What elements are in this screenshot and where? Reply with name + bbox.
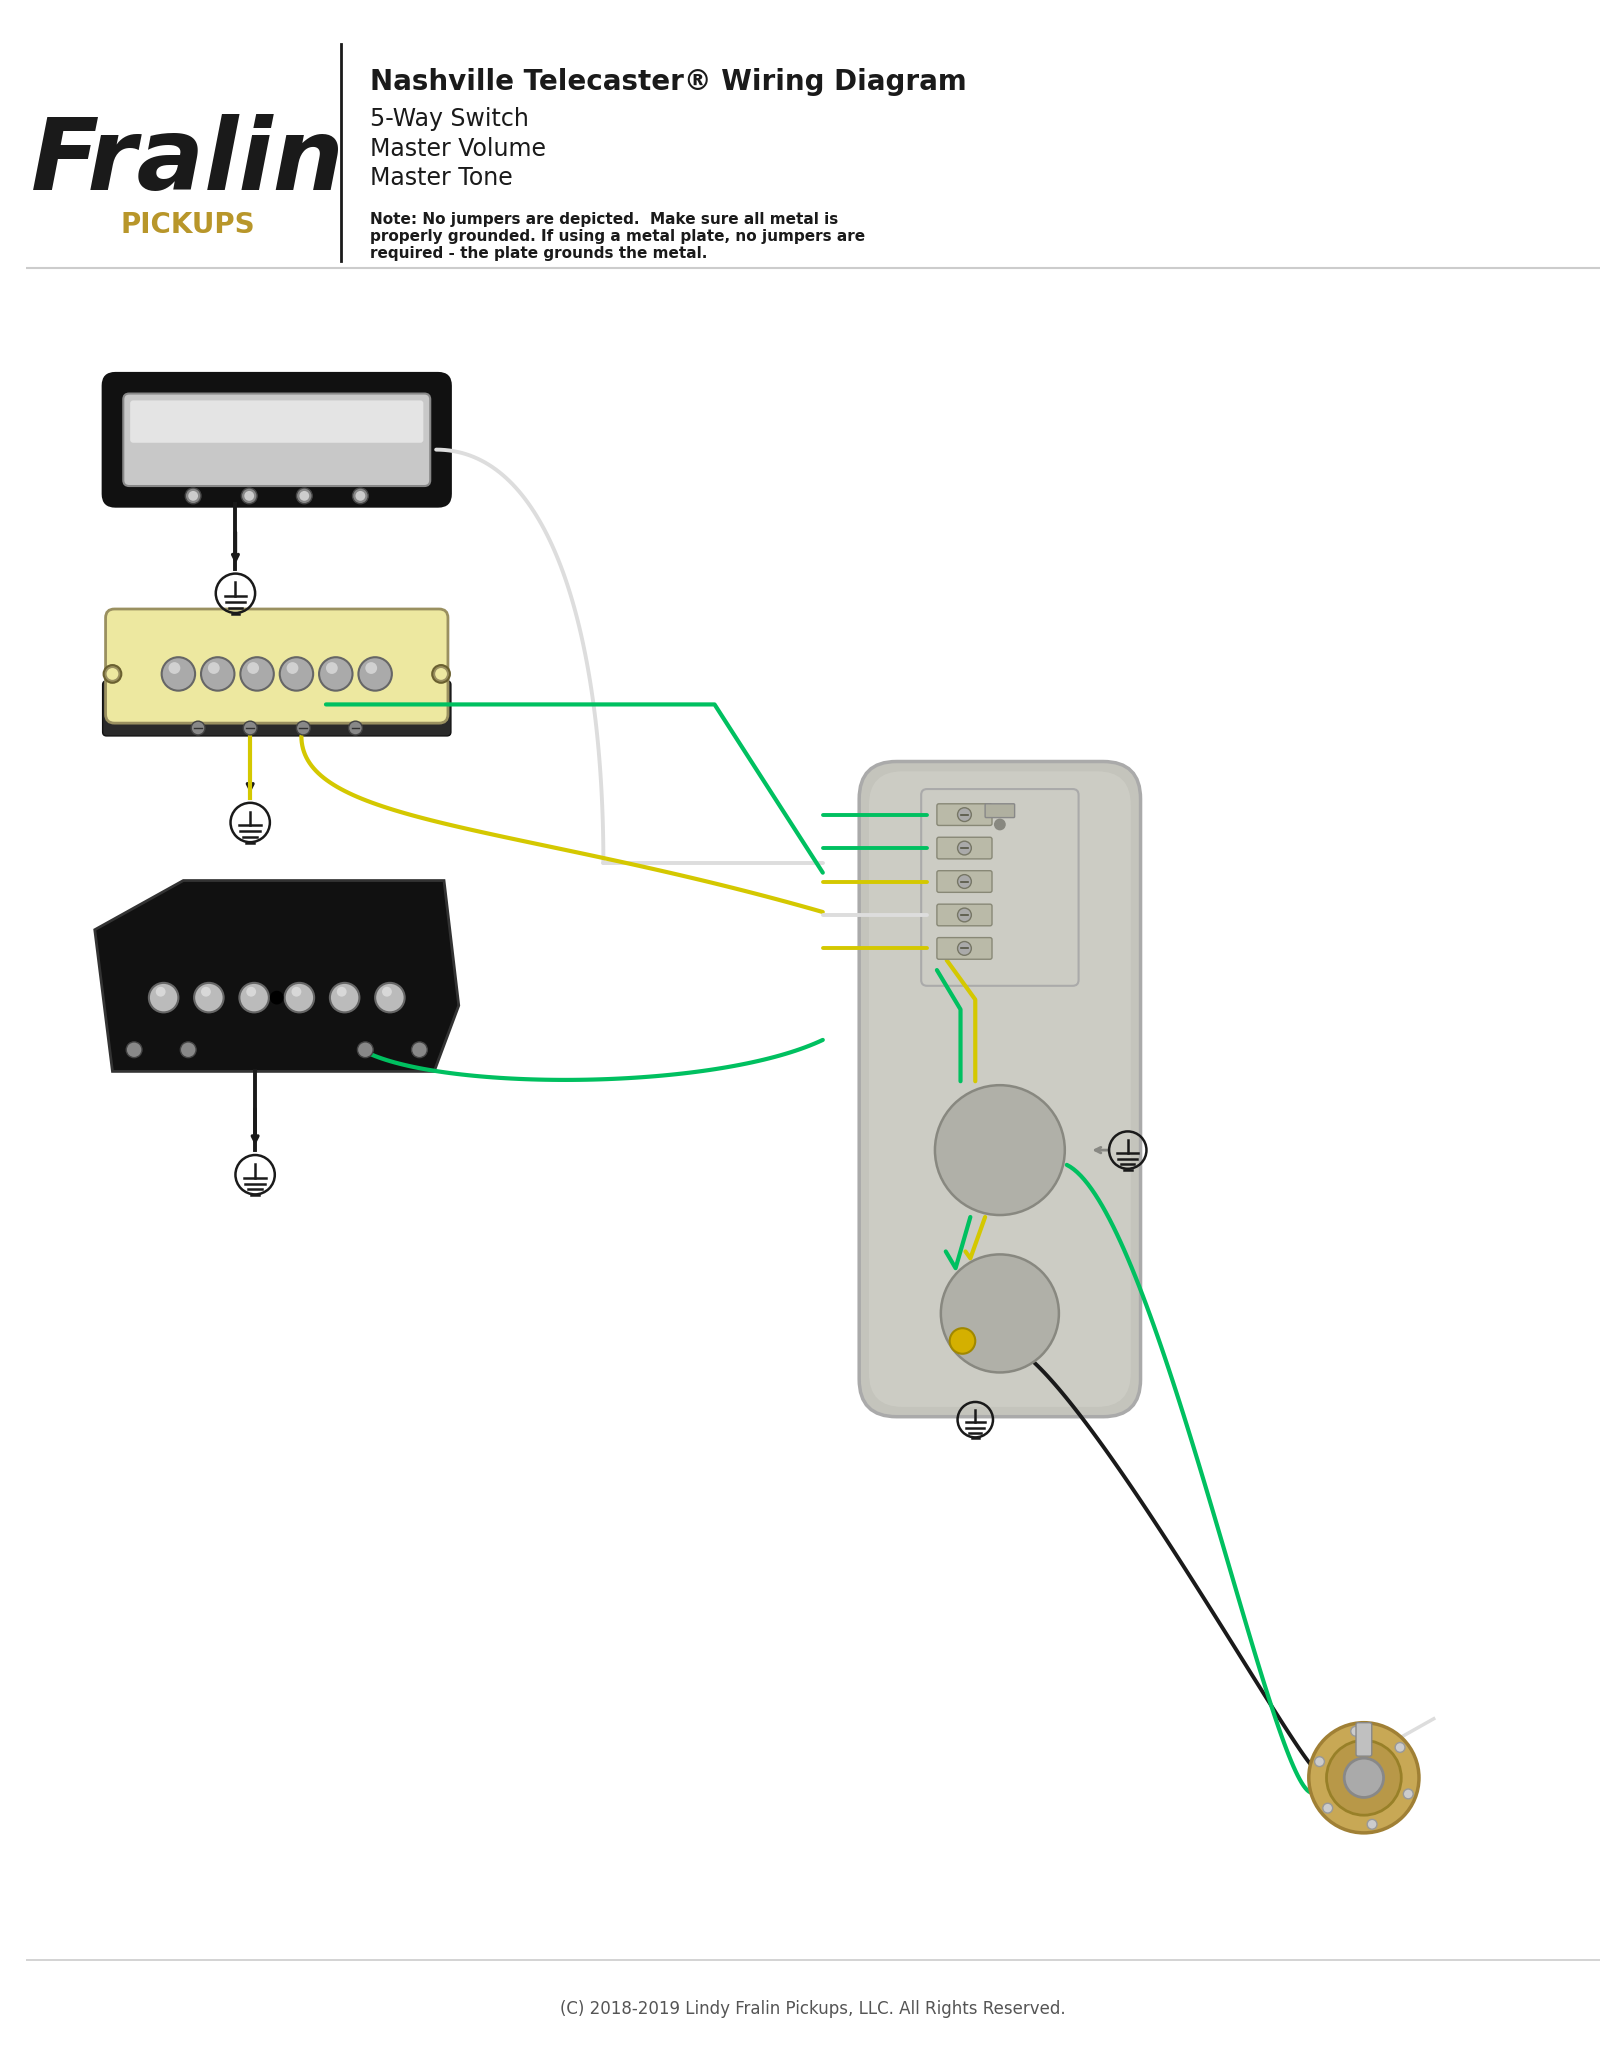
FancyBboxPatch shape	[938, 836, 992, 859]
Circle shape	[243, 720, 258, 735]
Circle shape	[365, 662, 378, 675]
Circle shape	[994, 1348, 1006, 1360]
Circle shape	[248, 662, 259, 675]
Circle shape	[957, 876, 971, 888]
FancyBboxPatch shape	[869, 772, 1131, 1408]
Circle shape	[240, 656, 274, 691]
Circle shape	[202, 987, 211, 996]
Circle shape	[246, 987, 256, 996]
FancyBboxPatch shape	[102, 373, 451, 507]
Circle shape	[270, 992, 283, 1004]
Circle shape	[957, 942, 971, 956]
Circle shape	[240, 983, 269, 1012]
Circle shape	[1344, 1757, 1384, 1797]
Circle shape	[330, 983, 360, 1012]
Circle shape	[982, 1296, 1016, 1331]
FancyBboxPatch shape	[859, 762, 1141, 1416]
Circle shape	[955, 1105, 1045, 1194]
FancyBboxPatch shape	[1357, 1722, 1371, 1755]
Text: Note: No jumpers are depicted.  Make sure all metal is
properly grounded. If usi: Note: No jumpers are depicted. Make sure…	[370, 211, 866, 261]
Circle shape	[1323, 1803, 1333, 1813]
Circle shape	[296, 489, 312, 503]
Text: Master Tone: Master Tone	[370, 166, 514, 190]
Circle shape	[202, 656, 235, 691]
Circle shape	[318, 656, 352, 691]
Circle shape	[950, 1329, 976, 1354]
Circle shape	[990, 1304, 1010, 1323]
Circle shape	[352, 489, 368, 503]
Circle shape	[957, 807, 971, 822]
Circle shape	[126, 1041, 142, 1058]
Circle shape	[981, 1130, 1019, 1170]
Circle shape	[990, 1346, 1008, 1362]
Circle shape	[934, 1085, 1066, 1215]
Polygon shape	[94, 880, 459, 1072]
Circle shape	[242, 489, 258, 503]
Circle shape	[1309, 1722, 1419, 1832]
Circle shape	[1366, 1820, 1378, 1830]
Circle shape	[208, 662, 219, 675]
Circle shape	[107, 669, 118, 679]
Circle shape	[168, 662, 181, 675]
Circle shape	[194, 983, 224, 1012]
Circle shape	[1403, 1788, 1413, 1799]
Circle shape	[181, 1041, 197, 1058]
Circle shape	[296, 720, 310, 735]
Circle shape	[432, 664, 450, 683]
Circle shape	[374, 983, 405, 1012]
Circle shape	[189, 491, 198, 501]
Circle shape	[186, 489, 202, 503]
Circle shape	[336, 987, 347, 996]
Circle shape	[104, 664, 122, 683]
FancyBboxPatch shape	[106, 609, 448, 722]
Circle shape	[1326, 1741, 1402, 1815]
FancyBboxPatch shape	[123, 393, 430, 486]
FancyBboxPatch shape	[938, 803, 992, 826]
Text: Nashville Telecaster® Wiring Diagram: Nashville Telecaster® Wiring Diagram	[370, 68, 966, 95]
Circle shape	[286, 662, 299, 675]
Circle shape	[280, 656, 314, 691]
Circle shape	[358, 656, 392, 691]
Circle shape	[941, 1254, 1059, 1372]
FancyBboxPatch shape	[922, 789, 1078, 985]
FancyBboxPatch shape	[102, 681, 451, 737]
Circle shape	[957, 840, 971, 855]
Circle shape	[355, 491, 365, 501]
Circle shape	[326, 662, 338, 675]
Text: (C) 2018-2019 Lindy Fralin Pickups, LLC. All Rights Reserved.: (C) 2018-2019 Lindy Fralin Pickups, LLC.…	[560, 2000, 1066, 2018]
Circle shape	[382, 987, 392, 996]
Circle shape	[957, 909, 971, 921]
Circle shape	[349, 720, 362, 735]
Text: PICKUPS: PICKUPS	[122, 211, 256, 240]
FancyBboxPatch shape	[938, 938, 992, 958]
FancyBboxPatch shape	[986, 803, 1014, 818]
Circle shape	[155, 987, 165, 996]
Circle shape	[285, 983, 314, 1012]
Circle shape	[299, 491, 309, 501]
Circle shape	[357, 1041, 373, 1058]
Circle shape	[1395, 1743, 1405, 1753]
Circle shape	[162, 656, 195, 691]
FancyBboxPatch shape	[130, 400, 424, 443]
Circle shape	[994, 818, 1006, 830]
Circle shape	[149, 983, 178, 1012]
Circle shape	[435, 669, 446, 679]
FancyBboxPatch shape	[938, 905, 992, 925]
Text: Fralin: Fralin	[32, 114, 346, 211]
Text: Master Volume: Master Volume	[370, 137, 546, 161]
Circle shape	[1315, 1757, 1325, 1766]
Circle shape	[958, 1273, 1042, 1354]
Circle shape	[291, 987, 301, 996]
Circle shape	[1350, 1726, 1360, 1737]
Circle shape	[989, 1138, 1011, 1161]
Circle shape	[245, 491, 254, 501]
Circle shape	[411, 1041, 427, 1058]
Text: 5-Way Switch: 5-Way Switch	[370, 108, 530, 130]
Circle shape	[190, 720, 205, 735]
FancyBboxPatch shape	[938, 871, 992, 892]
Circle shape	[990, 816, 1008, 834]
